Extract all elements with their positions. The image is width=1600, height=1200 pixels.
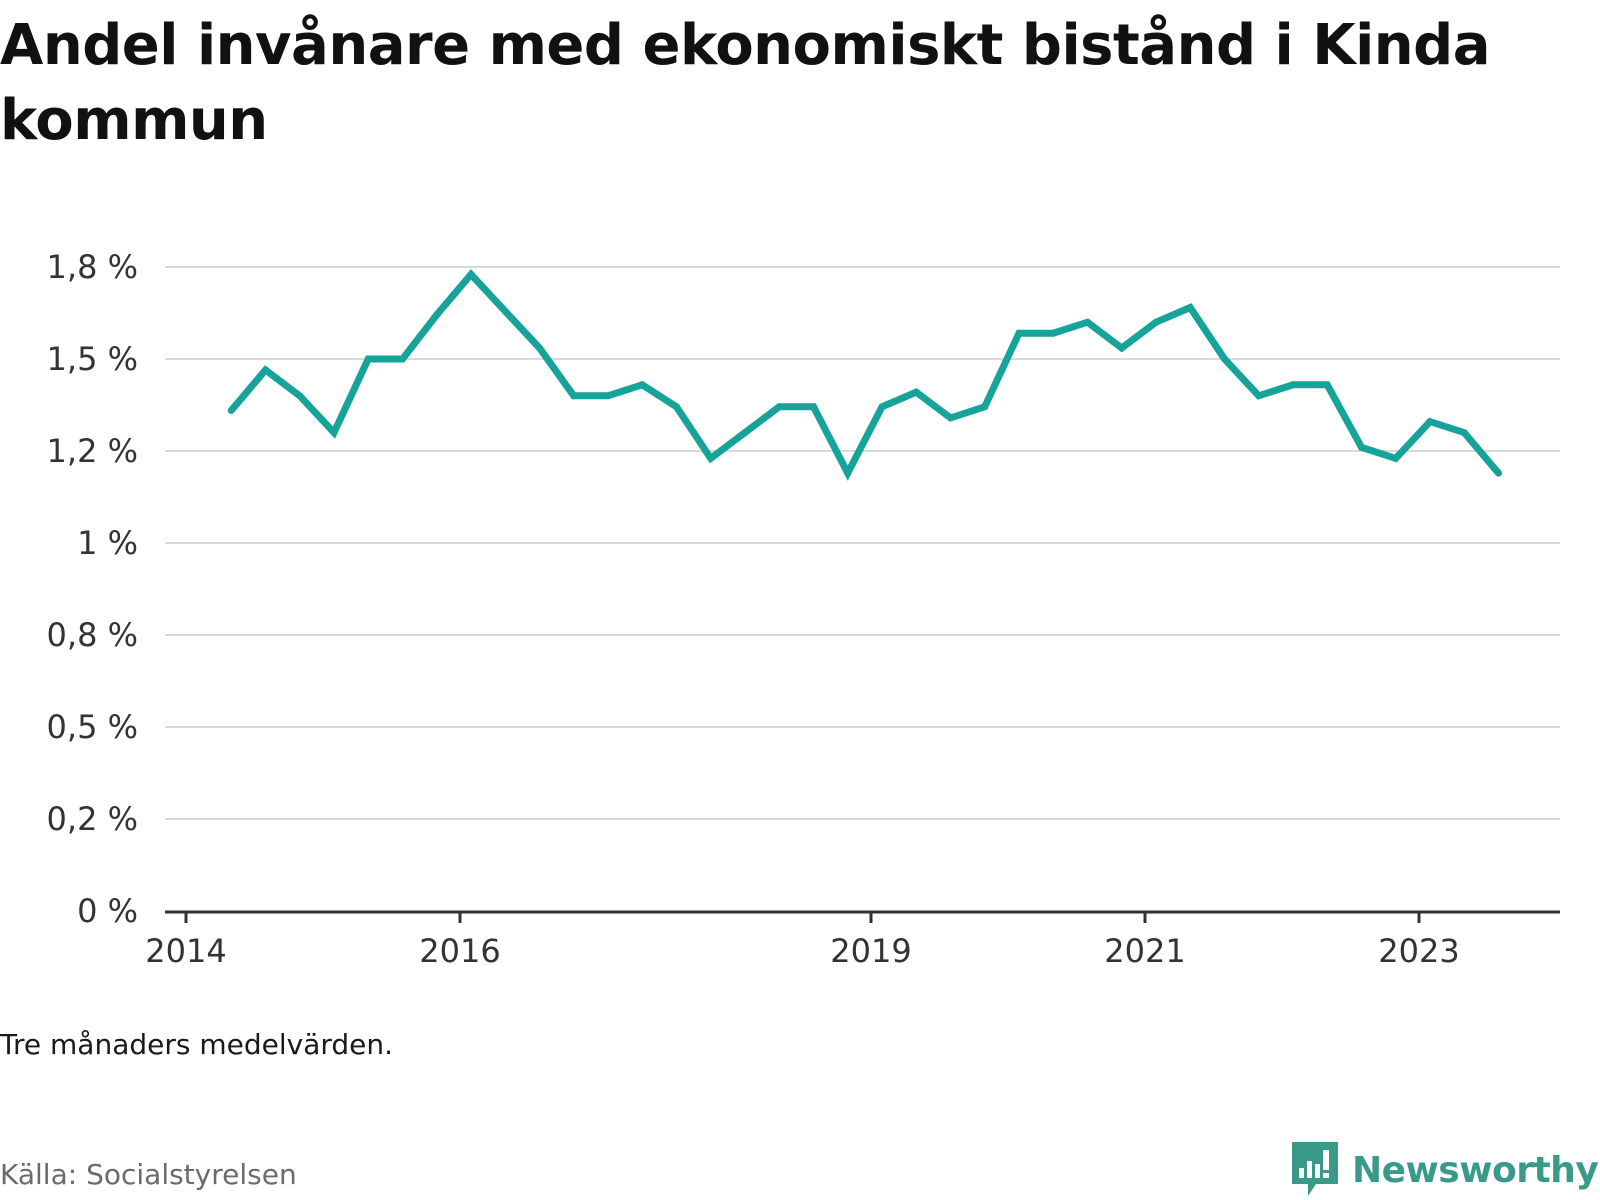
y-tick-label: 0,2 % — [47, 800, 138, 838]
data-point — [1426, 418, 1434, 426]
data-point — [330, 429, 338, 437]
data-point — [364, 355, 372, 363]
y-tick-label: 0,5 % — [47, 708, 138, 746]
data-point — [1152, 318, 1160, 326]
data-point — [570, 392, 578, 400]
line-chart: 0 % 0,2 % 0,5 % 0,8 % 1 % 1,2 % 1,5 % 1,8 % 201… — [47, 248, 1560, 970]
data-point — [1221, 355, 1228, 363]
newsworthy-logo[interactable]: Newsworthy — [1290, 1140, 1599, 1200]
data-point — [296, 392, 304, 400]
data-point — [1323, 381, 1331, 389]
data-point — [741, 429, 749, 437]
data-point — [844, 469, 852, 477]
chart-note: Tre månaders medelvärden. — [0, 1028, 394, 1061]
data-point — [1289, 381, 1297, 389]
source-credit: Källa: Socialstyrelsen — [0, 1158, 297, 1191]
data-point — [467, 270, 475, 278]
data-point — [707, 454, 715, 462]
y-tick-label: 1 % — [77, 524, 138, 562]
data-point — [536, 344, 543, 352]
y-tick-label: 1,5 % — [47, 340, 138, 378]
data-point — [433, 311, 441, 319]
data-point — [262, 366, 269, 374]
data-point — [775, 403, 783, 411]
data-point — [1049, 329, 1057, 337]
data-point — [638, 381, 646, 389]
data-point — [1255, 392, 1263, 400]
data-point — [1392, 454, 1400, 462]
data-point — [1460, 429, 1468, 437]
x-tick-label: 2016 — [419, 932, 500, 970]
y-tick-label: 0 % — [77, 892, 138, 930]
data-point — [1495, 469, 1502, 477]
data-point — [810, 403, 817, 411]
data-point — [1015, 329, 1023, 337]
chart-title: Andel invånare med ekonomiskt bistånd i … — [0, 13, 1491, 153]
logo-wordmark: Newsworthy — [1352, 1149, 1599, 1191]
newsworthy-logo-icon — [1292, 1142, 1338, 1196]
data-point — [501, 307, 509, 315]
data-point — [673, 403, 680, 411]
data-point — [1358, 443, 1365, 451]
y-tick-label: 0,8 % — [47, 616, 138, 654]
data-point — [1084, 318, 1091, 326]
series-group — [227, 269, 1502, 481]
data-point — [399, 355, 406, 363]
x-tick-label: 2023 — [1378, 932, 1459, 970]
data-point — [1118, 344, 1126, 352]
x-tick-label: 2014 — [145, 932, 226, 970]
data-point — [981, 403, 989, 411]
x-axis-ticks: 2014 2016 2019 2021 2023 — [145, 912, 1460, 970]
data-point — [878, 403, 886, 411]
data-point — [604, 392, 612, 400]
data-point — [947, 414, 954, 422]
y-tick-label: 1,8 % — [47, 248, 138, 286]
x-tick-label: 2019 — [830, 932, 911, 970]
data-point — [912, 388, 920, 396]
y-tick-label: 1,2 % — [47, 432, 138, 470]
y-axis-ticks: 0 % 0,2 % 0,5 % 0,8 % 1 % 1,2 % 1,5 % 1,8 % — [47, 248, 138, 930]
grid-lines — [165, 266, 1560, 820]
series-line — [228, 269, 1502, 481]
x-tick-label: 2021 — [1104, 932, 1185, 970]
data-point — [1186, 304, 1194, 311]
data-point — [227, 407, 235, 414]
